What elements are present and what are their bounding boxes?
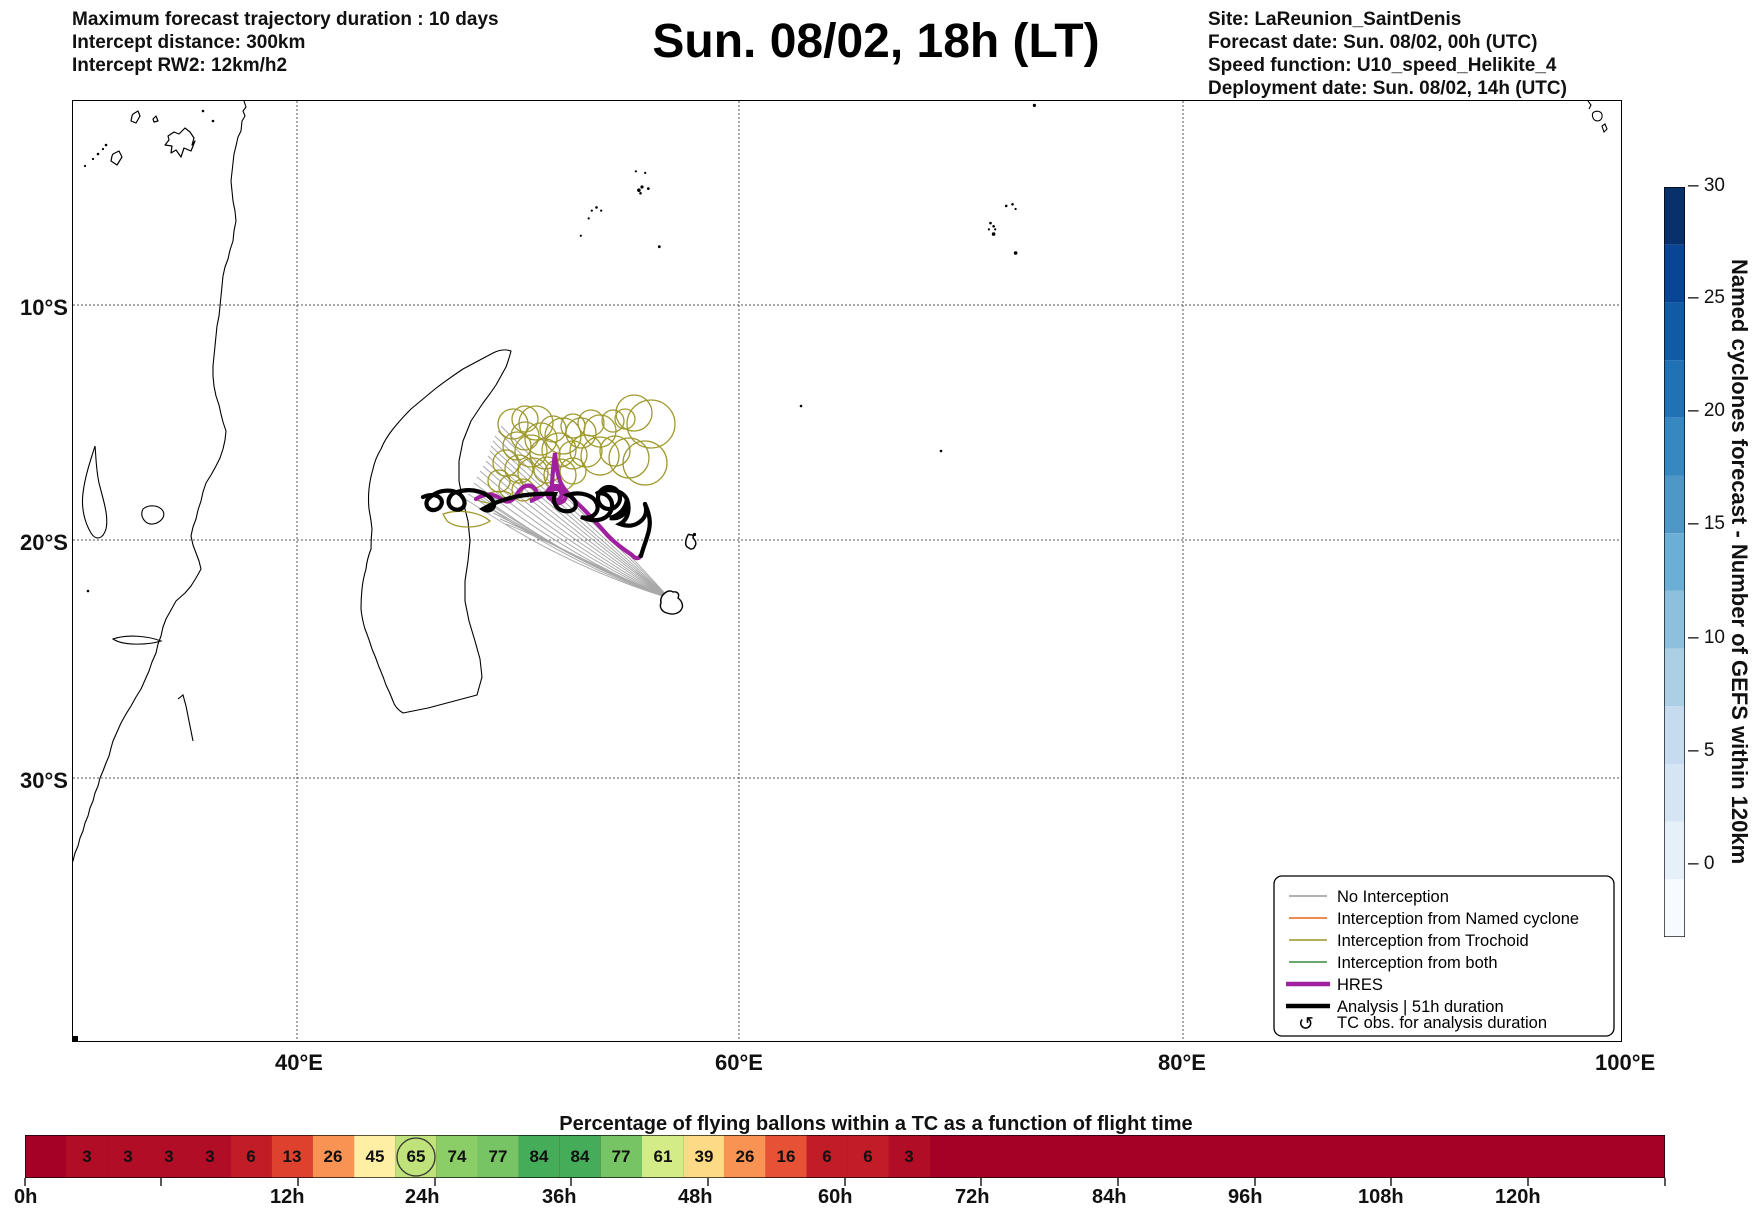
svg-text:16: 16	[777, 1147, 796, 1166]
svg-text:3: 3	[164, 1147, 173, 1166]
svg-text:45: 45	[366, 1147, 385, 1166]
svg-text:3: 3	[123, 1147, 132, 1166]
svg-text:3: 3	[904, 1147, 913, 1166]
svg-text:3: 3	[82, 1147, 91, 1166]
svg-text:Interception from Named cyclon: Interception from Named cyclone	[1337, 910, 1579, 928]
svg-text:6: 6	[246, 1147, 255, 1166]
svg-text:26: 26	[736, 1147, 755, 1166]
svg-text:65: 65	[407, 1147, 426, 1166]
svg-text:HRES: HRES	[1337, 976, 1383, 994]
svg-text:6: 6	[822, 1147, 831, 1166]
svg-text:↺: ↺	[1298, 1014, 1314, 1035]
svg-text:TC obs. for analysis duration: TC obs. for analysis duration	[1337, 1014, 1547, 1032]
svg-text:26: 26	[324, 1147, 343, 1166]
svg-text:84: 84	[530, 1147, 549, 1166]
svg-text:3: 3	[205, 1147, 214, 1166]
svg-text:No Interception: No Interception	[1337, 888, 1449, 906]
svg-text:61: 61	[654, 1147, 673, 1166]
svg-text:39: 39	[695, 1147, 714, 1166]
svg-text:Interception from Trochoid: Interception from Trochoid	[1337, 932, 1529, 950]
svg-text:77: 77	[612, 1147, 631, 1166]
svg-text:84: 84	[571, 1147, 590, 1166]
svg-text:6: 6	[863, 1147, 872, 1166]
svg-text:74: 74	[448, 1147, 467, 1166]
svg-text:13: 13	[283, 1147, 302, 1166]
svg-text:77: 77	[489, 1147, 508, 1166]
svg-text:Interception from both: Interception from both	[1337, 954, 1498, 972]
